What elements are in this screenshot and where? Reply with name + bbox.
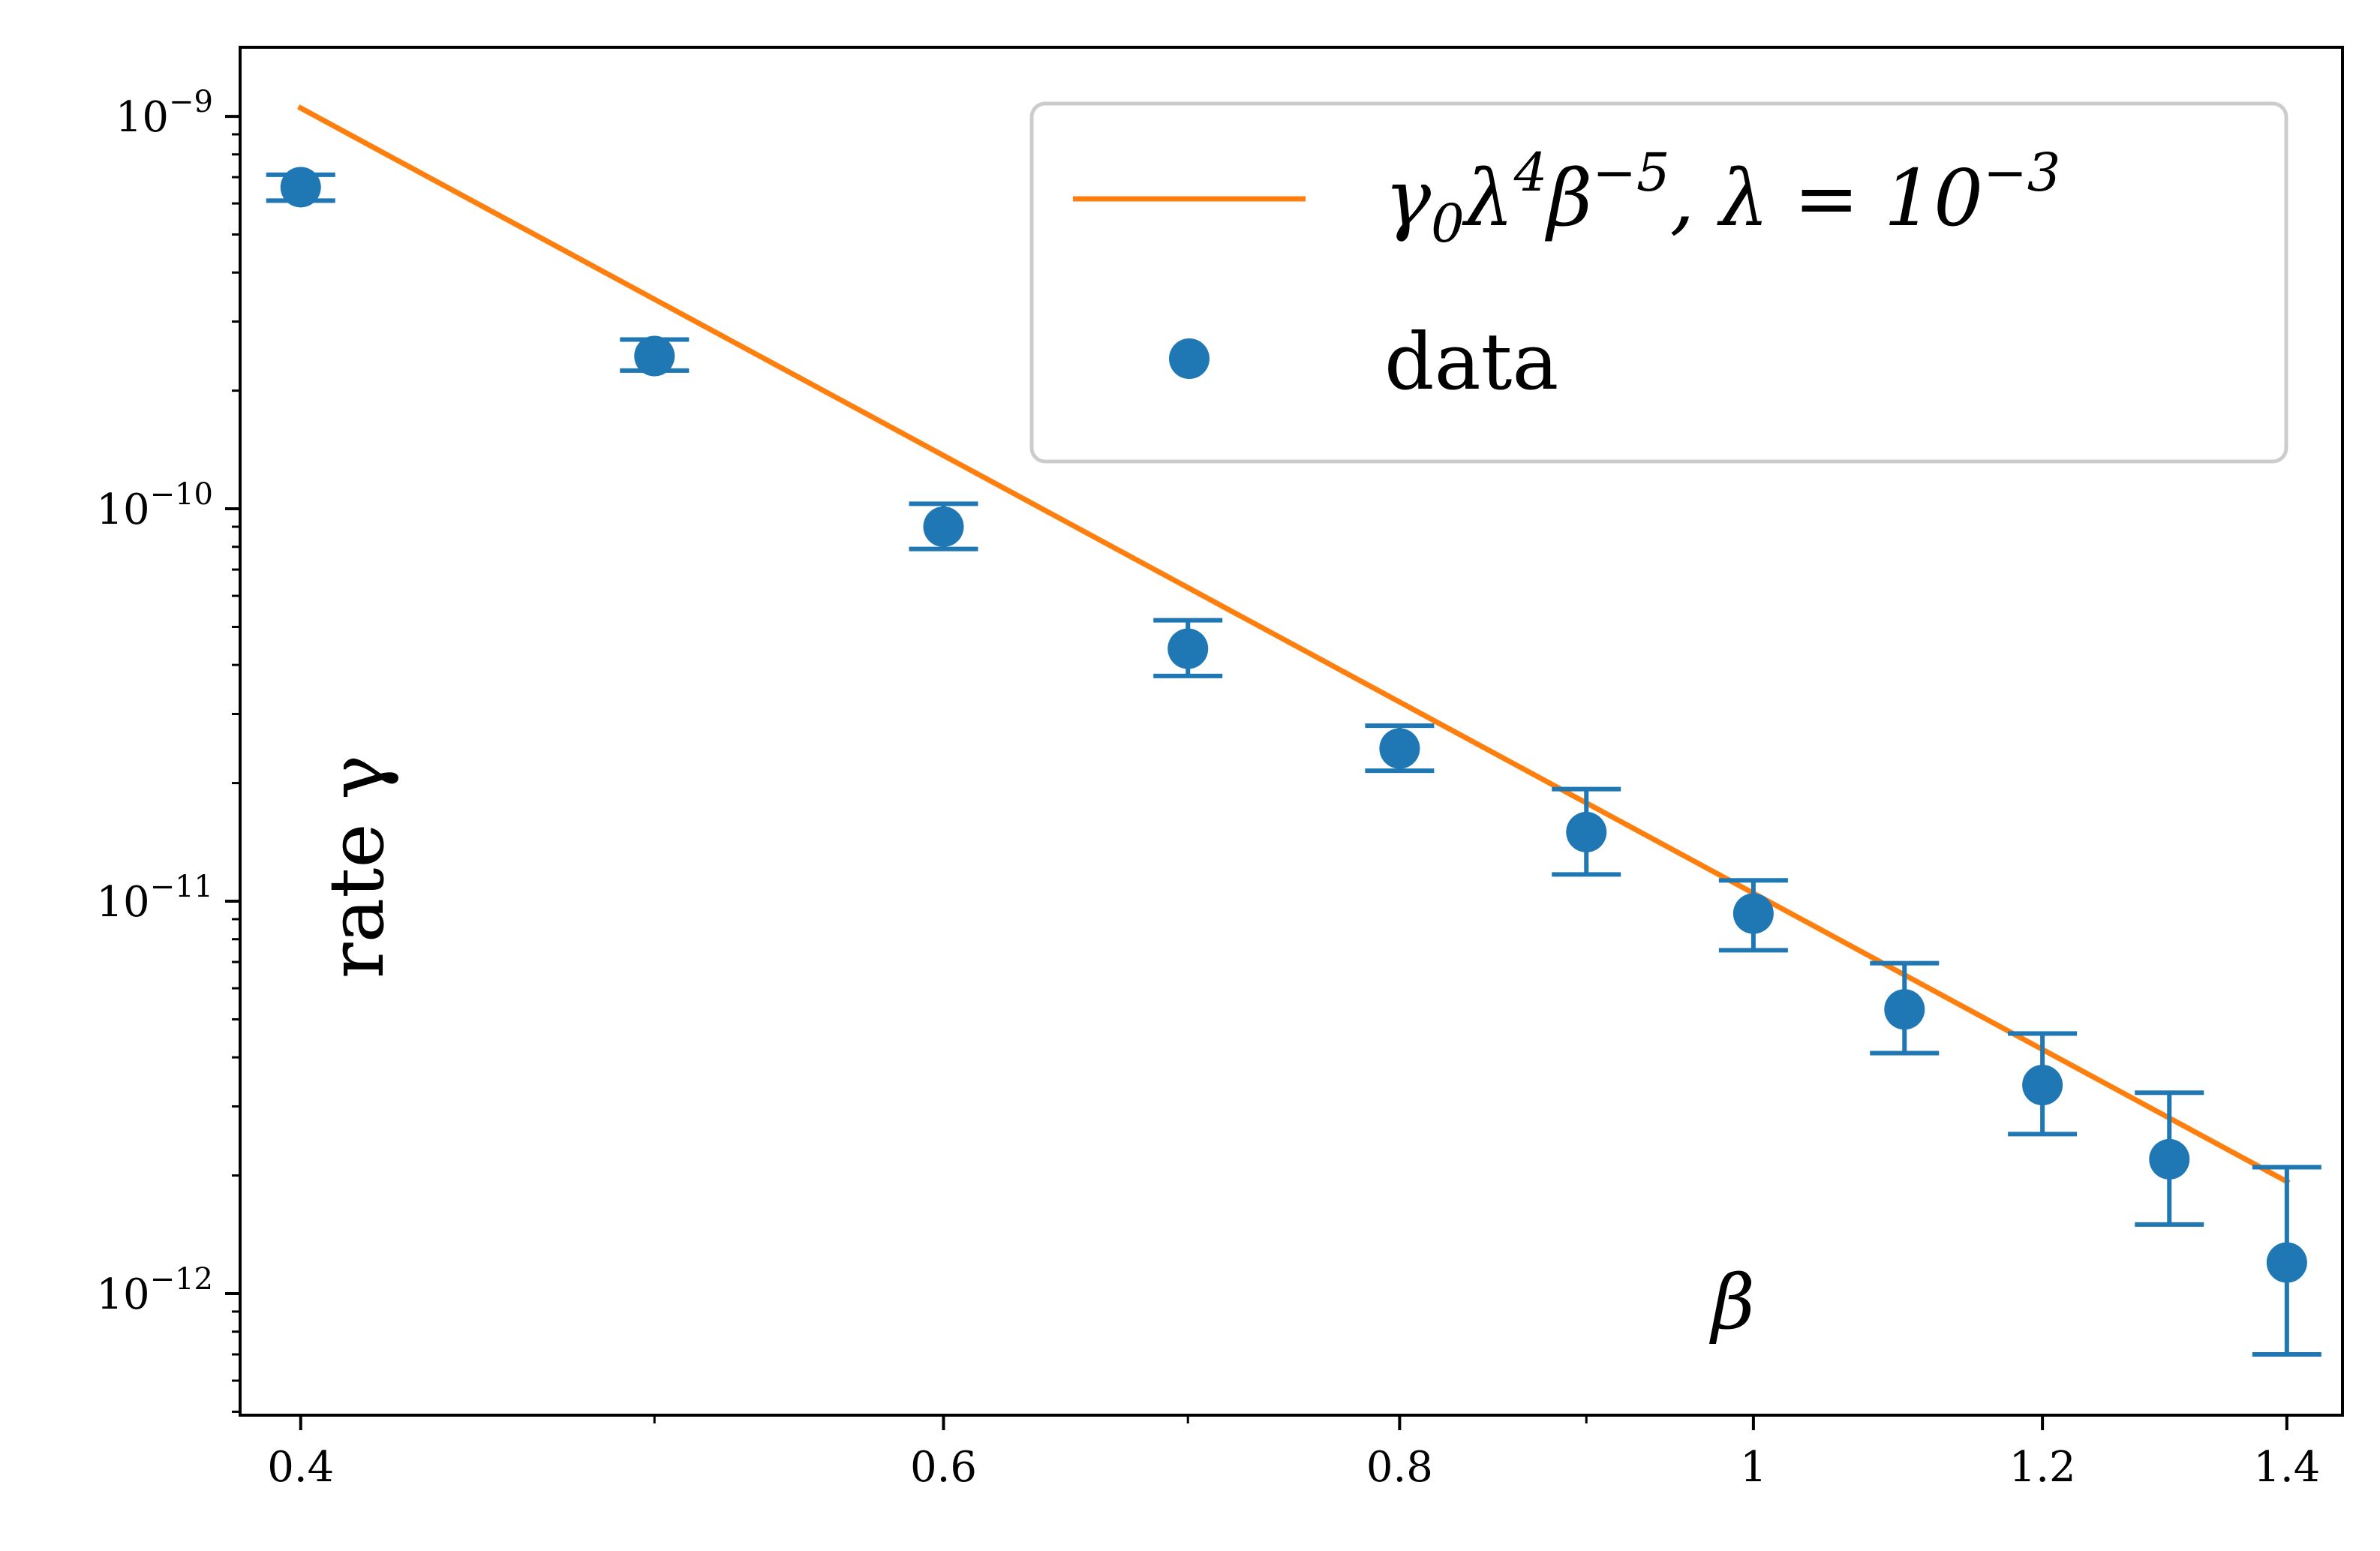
data-point bbox=[1167, 628, 1209, 669]
y-tick-label: 10−9 bbox=[116, 85, 213, 142]
x-tick-label: 1.4 bbox=[2253, 1443, 2320, 1492]
data-point-group bbox=[1153, 618, 1223, 678]
x-tick-label: 0.8 bbox=[1366, 1443, 1433, 1492]
plot-frame bbox=[239, 46, 2344, 1417]
fit-line bbox=[297, 104, 2291, 1186]
plot-area bbox=[266, 104, 2321, 1357]
data-point-group bbox=[909, 501, 978, 552]
legend-label-data: data bbox=[1384, 316, 1558, 407]
data-point-group bbox=[2008, 1031, 2078, 1137]
legend: γ0λ4β−5, λ = 10−3 data bbox=[1029, 101, 2288, 464]
data-point bbox=[1379, 728, 1420, 769]
x-tick-label: 0.4 bbox=[267, 1443, 334, 1492]
x-tick-label: 1.2 bbox=[2009, 1443, 2076, 1492]
y-tick-label: 10−12 bbox=[96, 1262, 213, 1319]
data-point bbox=[2022, 1065, 2063, 1106]
x-tick-label: 1 bbox=[1740, 1443, 1767, 1492]
x-tick-label: 0.6 bbox=[910, 1443, 977, 1492]
data-point bbox=[634, 335, 675, 377]
data-point-group bbox=[1718, 878, 1788, 953]
y-tick-label: 10−11 bbox=[96, 870, 213, 927]
data-point-group bbox=[1365, 723, 1435, 774]
data-point bbox=[2266, 1242, 2307, 1283]
data-point-group bbox=[1552, 786, 1621, 877]
data-point bbox=[280, 167, 321, 208]
legend-label-fit: γ0λ4β−5, λ = 10−3 bbox=[1384, 142, 2060, 254]
data-point-group bbox=[1870, 960, 1940, 1056]
data-point-group bbox=[2252, 1165, 2321, 1357]
data-point bbox=[1566, 811, 1607, 852]
data-point-group bbox=[620, 335, 690, 377]
x-axis-label: β bbox=[1708, 1258, 1755, 1346]
legend-marker-swatch bbox=[1169, 338, 1210, 379]
data-point-group bbox=[266, 167, 335, 208]
data-point bbox=[1732, 893, 1774, 934]
data-point bbox=[923, 506, 964, 547]
y-tick-label: 10−10 bbox=[96, 477, 213, 534]
legend-box bbox=[1029, 101, 2288, 464]
axis-ticks: 0.4 0.6 0.8 1 1.2 1.4 10−9 10−10 10−11 10−12 bbox=[96, 85, 2320, 1492]
data-point bbox=[1884, 989, 1925, 1030]
y-axis-label: rate γ bbox=[313, 755, 401, 978]
data-point bbox=[2149, 1138, 2190, 1180]
data-point-group bbox=[2135, 1090, 2204, 1227]
